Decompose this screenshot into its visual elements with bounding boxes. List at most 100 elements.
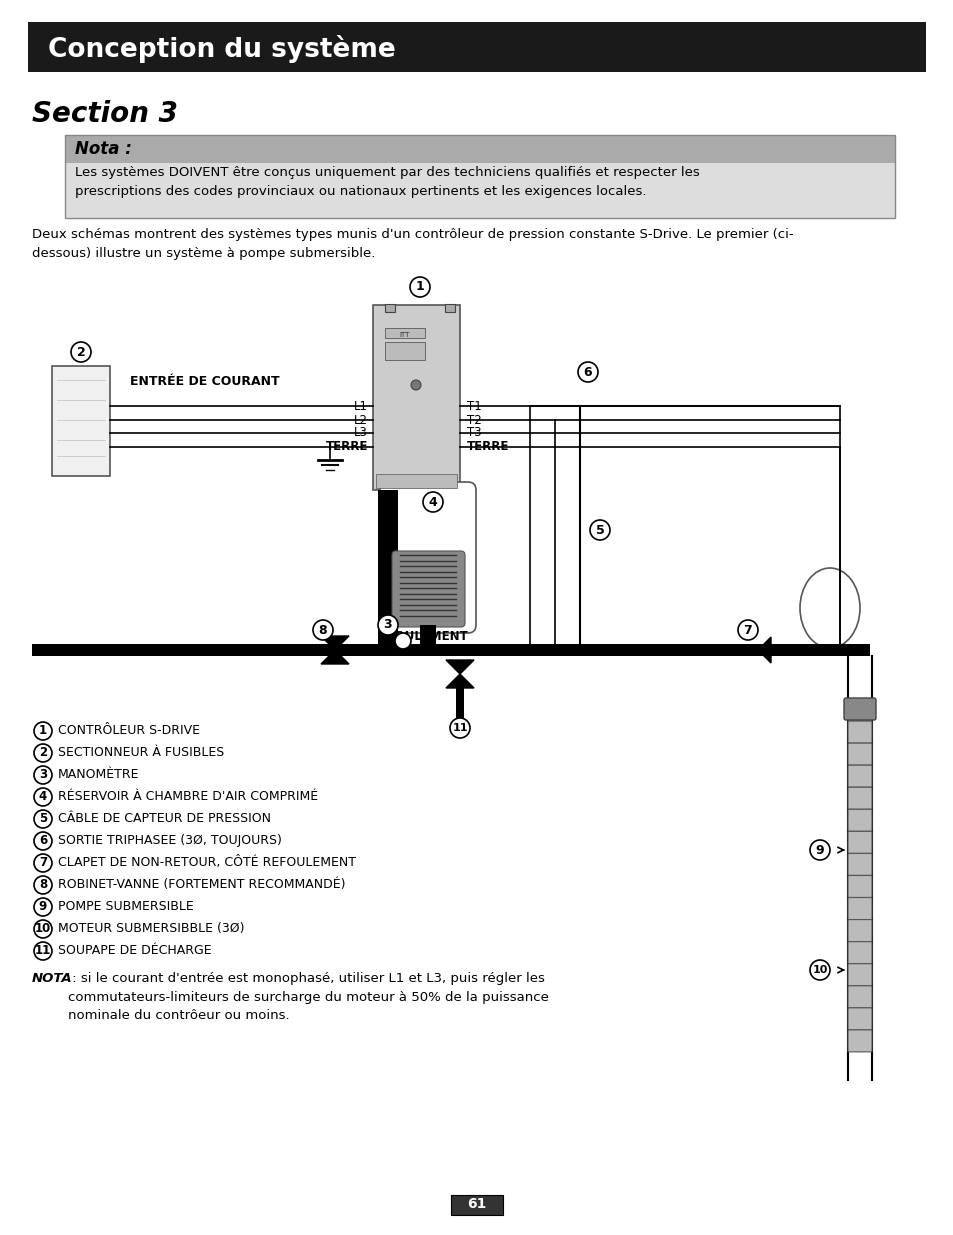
Bar — [444, 304, 455, 312]
Bar — [375, 474, 456, 488]
Bar — [52, 366, 110, 475]
Text: L3: L3 — [354, 426, 368, 440]
Bar — [65, 163, 894, 219]
Text: 6: 6 — [583, 366, 592, 378]
Polygon shape — [758, 637, 770, 663]
Text: : si le courant d'entrée est monophasé, utiliser L1 et L3, puis régler les
commu: : si le courant d'entrée est monophasé, … — [68, 972, 548, 1023]
Text: 3: 3 — [383, 619, 392, 631]
Bar — [65, 135, 894, 219]
Text: Deux schémas montrent des systèmes types munis d'un contrôleur de pression const: Deux schémas montrent des systèmes types… — [32, 228, 793, 259]
Circle shape — [34, 942, 52, 960]
Circle shape — [71, 342, 91, 362]
Text: 3: 3 — [39, 768, 47, 782]
Ellipse shape — [800, 568, 859, 648]
Text: 8: 8 — [318, 624, 327, 636]
Text: SORTIE TRIPHASEE (3Ø, TOUJOURS): SORTIE TRIPHASEE (3Ø, TOUJOURS) — [58, 834, 281, 847]
Bar — [385, 329, 424, 338]
Bar — [385, 342, 424, 359]
Polygon shape — [320, 636, 349, 650]
Polygon shape — [446, 674, 474, 688]
Circle shape — [578, 362, 598, 382]
Bar — [377, 490, 397, 643]
FancyBboxPatch shape — [847, 898, 871, 920]
Bar — [419, 625, 436, 643]
FancyBboxPatch shape — [379, 482, 476, 634]
Text: CLAPET DE NON-RETOUR, CÔTÉ REFOULEMENT: CLAPET DE NON-RETOUR, CÔTÉ REFOULEMENT — [58, 856, 355, 869]
Text: 9: 9 — [815, 844, 823, 857]
Circle shape — [34, 853, 52, 872]
Text: Nota :: Nota : — [75, 140, 132, 158]
FancyBboxPatch shape — [847, 1008, 871, 1030]
Circle shape — [34, 743, 52, 762]
Bar — [65, 135, 894, 163]
Text: T2: T2 — [467, 414, 481, 426]
Circle shape — [34, 722, 52, 740]
Circle shape — [34, 766, 52, 784]
Text: TERRE: TERRE — [467, 441, 509, 453]
Text: Les systèmes DOIVENT être conçus uniquement par des techniciens qualifiés et res: Les systèmes DOIVENT être conçus uniquem… — [75, 165, 699, 198]
Text: 2: 2 — [39, 746, 47, 760]
Circle shape — [422, 492, 442, 513]
Text: MOTEUR SUBMERSIBBLE (3Ø): MOTEUR SUBMERSIBBLE (3Ø) — [58, 923, 244, 935]
Circle shape — [411, 380, 420, 390]
Text: SOUPAPE DE DÉCHARGE: SOUPAPE DE DÉCHARGE — [58, 944, 212, 957]
Text: 4: 4 — [428, 495, 436, 509]
Text: 5: 5 — [595, 524, 604, 536]
Circle shape — [450, 718, 470, 739]
Text: ENTRÉE DE COURANT: ENTRÉE DE COURANT — [130, 375, 279, 388]
Text: 7: 7 — [742, 624, 752, 636]
Text: RÉSERVOIR À CHAMBRE D'AIR COMPRIMÉ: RÉSERVOIR À CHAMBRE D'AIR COMPRIMÉ — [58, 790, 317, 803]
Circle shape — [809, 840, 829, 860]
FancyBboxPatch shape — [847, 853, 871, 876]
Circle shape — [34, 832, 52, 850]
Text: 6: 6 — [39, 835, 47, 847]
Bar — [28, 22, 925, 72]
FancyBboxPatch shape — [847, 721, 871, 743]
Text: 1: 1 — [416, 280, 424, 294]
Circle shape — [34, 898, 52, 916]
FancyBboxPatch shape — [847, 963, 871, 986]
Circle shape — [34, 876, 52, 894]
FancyBboxPatch shape — [843, 698, 875, 720]
FancyBboxPatch shape — [392, 551, 464, 627]
Circle shape — [395, 634, 411, 650]
FancyBboxPatch shape — [847, 699, 871, 721]
Bar — [373, 305, 459, 490]
Text: ÉCOULEMENT: ÉCOULEMENT — [378, 630, 468, 643]
FancyBboxPatch shape — [847, 920, 871, 941]
Text: NOTA: NOTA — [32, 972, 72, 986]
Text: 5: 5 — [39, 813, 47, 825]
FancyBboxPatch shape — [847, 941, 871, 963]
Text: 11: 11 — [452, 722, 467, 734]
Text: CÂBLE DE CAPTEUR DE PRESSION: CÂBLE DE CAPTEUR DE PRESSION — [58, 811, 271, 825]
Text: MANOMÈTRE: MANOMÈTRE — [58, 768, 139, 781]
Text: ROBINET-VANNE (FORTEMENT RECOMMANDÉ): ROBINET-VANNE (FORTEMENT RECOMMANDÉ) — [58, 878, 345, 890]
Text: 8: 8 — [39, 878, 47, 892]
Text: CONTRÔLEUR S-DRIVE: CONTRÔLEUR S-DRIVE — [58, 724, 200, 737]
Text: POMPE SUBMERSIBLE: POMPE SUBMERSIBLE — [58, 900, 193, 913]
Text: 10: 10 — [811, 965, 827, 974]
Bar — [32, 643, 869, 656]
FancyBboxPatch shape — [847, 743, 871, 766]
Text: Conception du système: Conception du système — [48, 35, 395, 63]
Text: L1: L1 — [354, 399, 368, 412]
Circle shape — [34, 920, 52, 939]
Text: 61: 61 — [467, 1197, 486, 1212]
Text: T3: T3 — [467, 426, 481, 440]
Text: 9: 9 — [39, 900, 47, 914]
FancyBboxPatch shape — [847, 876, 871, 898]
FancyBboxPatch shape — [847, 1030, 871, 1052]
Circle shape — [34, 810, 52, 827]
Text: 2: 2 — [76, 346, 85, 358]
Text: T1: T1 — [467, 399, 481, 412]
Text: SECTIONNEUR À FUSIBLES: SECTIONNEUR À FUSIBLES — [58, 746, 224, 760]
Circle shape — [34, 788, 52, 806]
Circle shape — [410, 277, 430, 296]
Text: 10: 10 — [35, 923, 51, 935]
Text: 4: 4 — [39, 790, 47, 804]
Circle shape — [589, 520, 609, 540]
Text: 1: 1 — [39, 725, 47, 737]
Circle shape — [377, 615, 397, 635]
Bar — [847, 656, 871, 1079]
FancyBboxPatch shape — [847, 831, 871, 853]
